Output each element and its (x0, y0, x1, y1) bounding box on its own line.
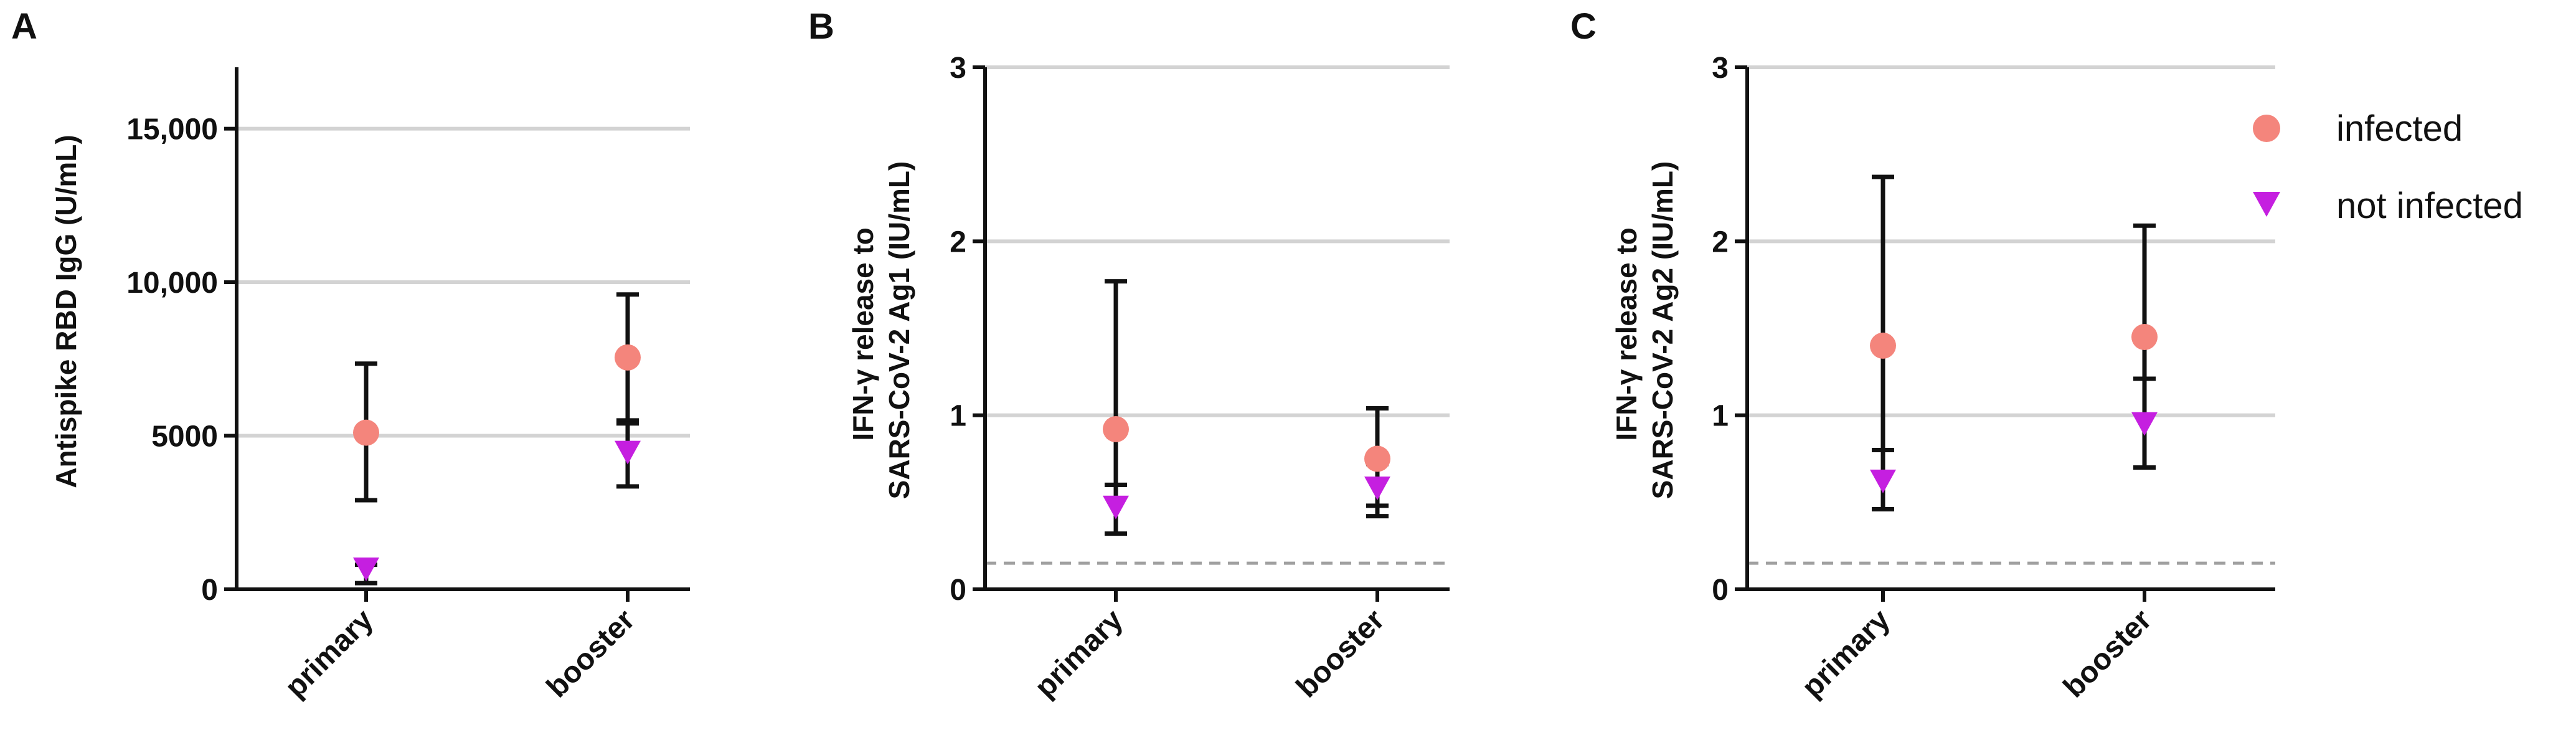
panel-b-y-tick-label: 1 (950, 400, 966, 433)
legend: infected not infected (2253, 108, 2523, 226)
panel-a-point-not-infected-booster (615, 440, 641, 465)
panel-a-y-axis-title: Antispike RBD IgG (U/mL) (50, 135, 82, 488)
panel-a-point-infected-primary (353, 419, 379, 446)
panel-c-point-infected-booster (2131, 323, 2158, 350)
panel-c-y-tick-label: 2 (1712, 225, 1729, 259)
panel-b-y-tick-label: 2 (950, 225, 966, 259)
panel-b-y-axis-title: IFN-γ release to SARS-CoV-2 Ag1 (IU/mL) (847, 161, 915, 500)
panel-c-y-tick-label: 1 (1712, 400, 1729, 433)
panel-c-y-axis-title: IFN-γ release to SARS-CoV-2 Ag2 (IU/mL) (1610, 161, 1679, 500)
panel-a-letter: A (11, 6, 37, 47)
panel-c-point-not-infected-booster (2131, 412, 2158, 436)
panel-c-x-tick-label-primary: primary (1796, 603, 1897, 704)
panel-b-x-tick-label-booster: booster (1290, 603, 1391, 704)
panel-a-point-infected-booster (615, 344, 641, 371)
panel-b-point-infected-booster (1364, 445, 1390, 472)
panel-a: A Antispike RBD IgG (U/mL) 0 5000 10,000 15… (11, 6, 690, 704)
panel-c: C IFN-γ release to SARS-CoV-2 Ag2 (IU/mL… (1570, 6, 2275, 704)
panel-b-y-tick-label: 0 (950, 574, 966, 607)
panel-c-letter: C (1570, 6, 1597, 47)
panel-c-point-infected-primary (1870, 332, 1896, 359)
panel-b-y-axis-title-line2: SARS-CoV-2 Ag1 (IU/mL) (883, 161, 915, 500)
panel-b-x-tick-label-primary: primary (1029, 603, 1130, 704)
panel-c-point-not-infected-primary (1870, 469, 1896, 493)
panel-b: B IFN-γ release to SARS-CoV-2 Ag1 (IU/mL… (808, 6, 1450, 704)
legend-marker-not-infected (2253, 192, 2280, 217)
panel-c-y-axis-title-line1: IFN-γ release to (1610, 227, 1643, 441)
panel-a-y-tick-label: 10,000 (126, 267, 218, 300)
panel-c-y-tick-label: 0 (1712, 574, 1729, 607)
panel-b-letter: B (808, 6, 834, 47)
legend-label-not-infected: not infected (2336, 186, 2523, 226)
panel-b-point-not-infected-booster (1364, 476, 1390, 500)
panel-a-y-tick-label: 5000 (151, 420, 218, 453)
panel-c-y-tick-label: 3 (1712, 52, 1729, 85)
panel-c-y-axis-title-line2: SARS-CoV-2 Ag2 (IU/mL) (1646, 161, 1679, 500)
panel-a-point-not-infected-primary (353, 557, 379, 581)
panel-b-y-tick-label: 3 (950, 52, 966, 85)
panel-a-x-tick-label-primary: primary (279, 603, 380, 704)
panel-c-x-tick-label-booster: booster (2057, 603, 2158, 704)
panel-b-point-infected-primary (1103, 416, 1129, 443)
panel-a-y-tick-label: 15,000 (126, 113, 218, 146)
panel-b-point-not-infected-primary (1103, 495, 1129, 520)
panel-a-x-tick-label-booster: booster (540, 603, 641, 704)
panel-a-y-tick-label: 0 (201, 574, 218, 607)
legend-marker-infected (2253, 115, 2280, 142)
legend-label-infected: infected (2336, 108, 2463, 149)
panel-b-y-axis-title-line1: IFN-γ release to (847, 227, 879, 441)
